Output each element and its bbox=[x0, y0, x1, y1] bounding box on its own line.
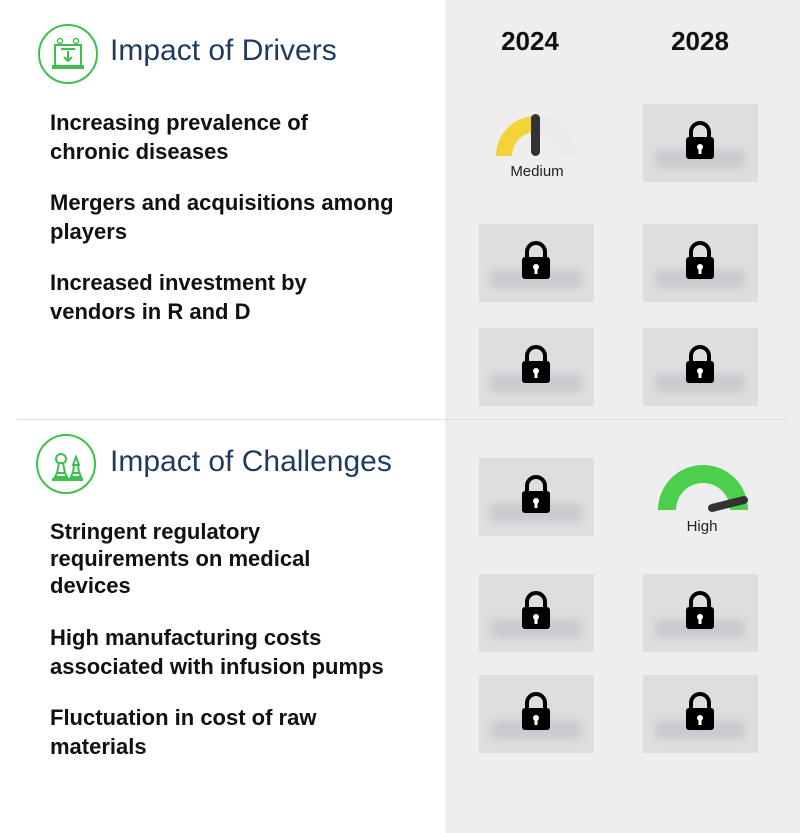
gauge-label-high: High bbox=[686, 518, 718, 535]
lock-icon bbox=[686, 241, 714, 279]
lock-icon bbox=[522, 692, 550, 730]
driver-item-3: Increased investment by vendors in R and… bbox=[50, 270, 307, 324]
challenge-item-2: High manufacturing costs associated with… bbox=[50, 625, 384, 679]
driver-item-1: Increasing prevalence of chronic disease… bbox=[50, 110, 308, 164]
locked-cell-driver-1-2028[interactable] bbox=[643, 104, 758, 182]
lock-icon bbox=[686, 692, 714, 730]
chess-icon bbox=[36, 434, 96, 494]
locked-cell-driver-2-2028[interactable] bbox=[643, 224, 758, 302]
lock-icon bbox=[522, 345, 550, 383]
locked-cell-driver-3-2024[interactable] bbox=[479, 328, 594, 406]
challenge-1-2028-gauge: High bbox=[648, 462, 758, 542]
locked-cell-driver-2-2024[interactable] bbox=[479, 224, 594, 302]
locked-cell-challenge-2-2024[interactable] bbox=[479, 574, 594, 652]
lock-icon bbox=[686, 345, 714, 383]
factory-icon bbox=[38, 24, 98, 84]
locked-cell-challenge-3-2024[interactable] bbox=[479, 675, 594, 753]
locked-cell-challenge-1-2024[interactable] bbox=[479, 458, 594, 536]
driver-1-2024-gauge: Medium bbox=[482, 108, 592, 188]
drivers-title: Impact of Drivers bbox=[110, 34, 337, 67]
gauge-label-medium: Medium bbox=[510, 163, 564, 180]
driver-item-2: Mergers and acquisitions among players bbox=[50, 190, 394, 244]
year-header-2028: 2028 bbox=[671, 26, 729, 56]
challenge-item-3: Fluctuation in cost of raw materials bbox=[50, 705, 317, 759]
challenges-title: Impact of Challenges bbox=[110, 445, 392, 478]
section-divider bbox=[17, 419, 785, 420]
challenge-item-1: Stringent regulatory requirements on med… bbox=[50, 519, 311, 598]
year-header-2024: 2024 bbox=[501, 26, 559, 56]
lock-icon bbox=[686, 591, 714, 629]
locked-cell-challenge-3-2028[interactable] bbox=[643, 675, 758, 753]
lock-icon bbox=[522, 591, 550, 629]
locked-cell-driver-3-2028[interactable] bbox=[643, 328, 758, 406]
lock-icon bbox=[522, 475, 550, 513]
locked-cell-challenge-2-2028[interactable] bbox=[643, 574, 758, 652]
lock-icon bbox=[522, 241, 550, 279]
lock-icon bbox=[686, 121, 714, 159]
